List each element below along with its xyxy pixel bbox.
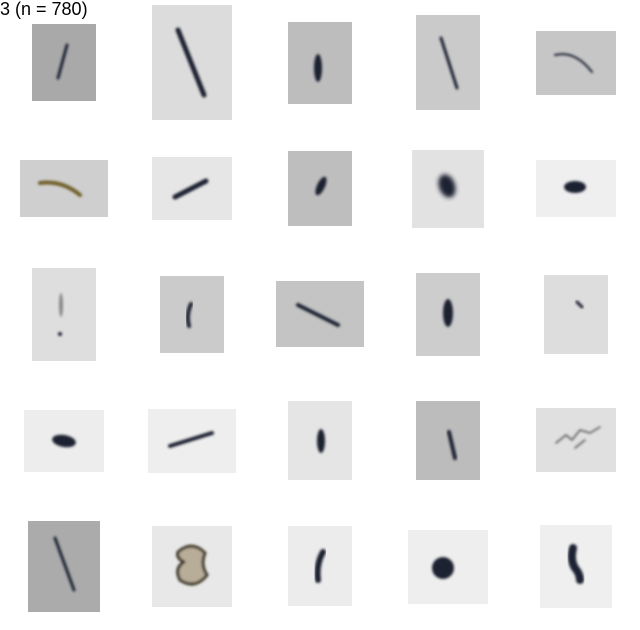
particle [296, 303, 340, 327]
thumbnail-background [32, 268, 96, 361]
particle [567, 544, 584, 584]
particle [38, 180, 82, 197]
particle [314, 54, 322, 82]
thumbnail [148, 409, 236, 473]
thumbnail [152, 157, 232, 220]
thumbnail [416, 401, 480, 480]
thumbnail [32, 24, 96, 101]
particle [564, 181, 586, 193]
thumbnail [28, 521, 100, 612]
particle [185, 302, 193, 328]
thumbnail [288, 22, 352, 104]
particle [443, 299, 453, 327]
thumbnail-background [32, 24, 96, 101]
thumbnail [20, 160, 108, 217]
particle [447, 430, 457, 460]
thumbnail-background [160, 276, 224, 353]
particle [575, 300, 584, 309]
montage-title: 3 (n = 780) [0, 0, 88, 19]
thumbnail [288, 526, 352, 606]
thumbnail [412, 150, 484, 228]
particle [56, 43, 69, 80]
thumbnail [408, 530, 488, 604]
thumbnail [288, 151, 352, 226]
particle [432, 557, 454, 579]
particle [168, 431, 214, 448]
thumbnail [416, 273, 480, 356]
particle [554, 53, 593, 73]
thumbnail-background [536, 408, 616, 472]
particle [555, 426, 601, 449]
particle [53, 536, 76, 592]
particle [58, 332, 62, 336]
particle [315, 176, 327, 196]
thumbnail [536, 31, 616, 95]
thumbnail [276, 281, 364, 347]
particle [172, 178, 209, 200]
thumbnail-background [20, 160, 108, 217]
thumbnail-background [536, 31, 616, 95]
thumbnail [288, 401, 352, 480]
thumbnail [24, 410, 104, 472]
particle [314, 549, 326, 583]
thumbnail [540, 525, 612, 608]
particle [59, 293, 63, 317]
particle [52, 434, 76, 448]
thumbnail-background [544, 275, 608, 354]
particle [438, 174, 456, 198]
thumbnail [152, 526, 232, 607]
thumbnail [536, 408, 616, 472]
thumbnail [152, 5, 232, 120]
particle [176, 544, 209, 586]
thumbnail [160, 276, 224, 353]
thumbnail-background [416, 401, 480, 480]
thumbnail-grid [20, 5, 616, 612]
thumbnail [416, 15, 480, 110]
thumbnail [32, 268, 96, 361]
thumbnail [536, 160, 616, 217]
particle [317, 429, 325, 453]
particle [439, 36, 459, 90]
thumbnail [544, 275, 608, 354]
particle [175, 27, 207, 98]
